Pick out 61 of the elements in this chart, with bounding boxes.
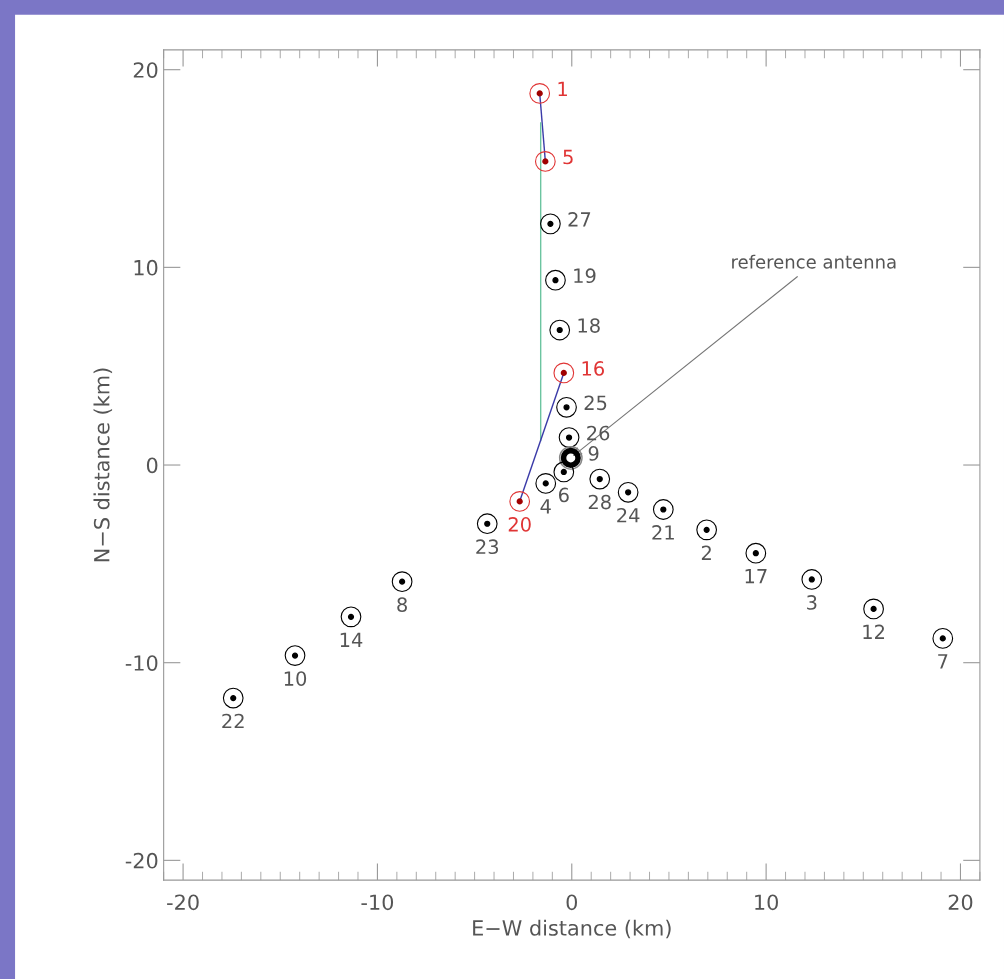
series-label: 8 xyxy=(397,597,407,612)
series-label: 23 xyxy=(476,539,499,555)
point xyxy=(540,213,561,235)
series-label: 12 xyxy=(863,624,885,639)
point xyxy=(556,396,577,418)
y-axis-title: N−S distance (km) xyxy=(93,368,113,562)
series-label: 16 xyxy=(582,361,604,376)
point xyxy=(340,606,362,628)
series-label: 2 xyxy=(701,545,711,560)
point xyxy=(476,513,498,535)
series-label: 18 xyxy=(578,318,600,333)
point xyxy=(534,151,556,172)
x-axis-title: E−W distance (km) xyxy=(473,919,671,939)
x-tick-label: 10 xyxy=(755,894,778,911)
series-label: 28 xyxy=(588,494,611,510)
point xyxy=(529,83,551,104)
series-label: 20 xyxy=(508,517,531,532)
series-label: 19 xyxy=(574,268,596,284)
series-label: 9 xyxy=(588,446,599,461)
point xyxy=(391,571,413,593)
y-tick-label: -10 xyxy=(125,655,158,671)
y-tick-label: 10 xyxy=(134,259,158,276)
series-label: 5 xyxy=(563,149,573,165)
point xyxy=(509,491,531,512)
series-label: 10 xyxy=(284,671,307,686)
point xyxy=(863,598,884,620)
x-tick-label: 20 xyxy=(948,894,973,911)
annotation: reference antenna xyxy=(732,254,896,269)
point xyxy=(617,481,639,503)
series-label: 6 xyxy=(558,487,569,503)
point xyxy=(549,319,571,341)
y-tick-label: -20 xyxy=(125,852,158,869)
point xyxy=(558,427,580,448)
series-label: 24 xyxy=(617,507,640,523)
point xyxy=(553,461,575,483)
point xyxy=(745,542,767,564)
point xyxy=(932,628,954,649)
series-label: 25 xyxy=(584,395,607,411)
series-label: 27 xyxy=(568,212,591,227)
series-label: 14 xyxy=(340,632,363,647)
series-label: 4 xyxy=(540,499,551,514)
point xyxy=(535,473,557,494)
x-tick-label: 0 xyxy=(566,894,578,911)
series-label: 1 xyxy=(558,81,567,96)
x-tick-label: -10 xyxy=(361,894,394,911)
point xyxy=(696,519,718,541)
point xyxy=(801,569,823,590)
point xyxy=(545,269,566,291)
point xyxy=(222,687,244,709)
y-tick-label: 0 xyxy=(146,457,158,474)
series-label: 3 xyxy=(807,595,817,610)
series-label: 22 xyxy=(222,713,244,729)
x-tick-label: -20 xyxy=(167,894,199,911)
point xyxy=(284,645,306,666)
y-tick-label: 20 xyxy=(133,62,158,78)
series-label: 17 xyxy=(745,569,767,584)
series-label: 21 xyxy=(652,525,674,540)
point xyxy=(589,468,611,490)
series-label: 7 xyxy=(938,654,948,669)
point xyxy=(652,499,674,520)
point xyxy=(553,362,575,384)
